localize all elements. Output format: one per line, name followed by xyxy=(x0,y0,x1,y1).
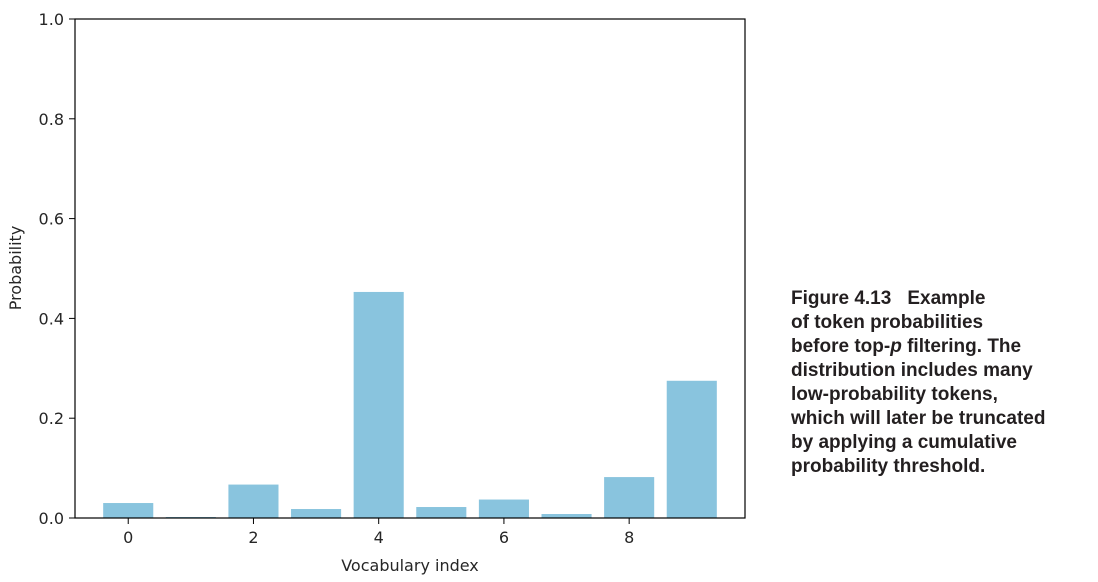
x-axis-label: Vocabulary index xyxy=(341,556,479,575)
bar-8 xyxy=(604,477,655,518)
x-tick-label: 4 xyxy=(374,528,384,547)
y-tick-label: 0.6 xyxy=(39,210,64,229)
figure-number: Figure 4.13 xyxy=(791,288,892,309)
bar-9 xyxy=(666,380,717,518)
caption-line-3: before top-p filtering. The xyxy=(791,335,1096,359)
caption-text: filtering. The xyxy=(901,336,1022,357)
caption-line-2: of token probabilities xyxy=(791,312,984,333)
x-axis: 0 2 4 6 8 xyxy=(123,518,634,547)
x-tick-label: 0 xyxy=(123,528,133,547)
caption-line-6: which will later be truncated xyxy=(791,408,1046,429)
caption-line-7: by applying a cumulative xyxy=(791,432,1017,453)
caption-italic-p: p xyxy=(890,336,902,357)
y-tick-label: 0.0 xyxy=(39,509,64,528)
caption-line-1: Figure 4.13 Example xyxy=(791,287,1096,311)
figure-caption: Figure 4.13 Example of token probabilitie… xyxy=(791,287,1096,479)
y-tick-label: 1.0 xyxy=(39,10,64,29)
caption-text: before top- xyxy=(791,336,891,357)
y-tick-label: 0.8 xyxy=(39,110,64,129)
bar-3 xyxy=(291,509,342,518)
bar-6 xyxy=(478,499,529,518)
bar-0 xyxy=(103,503,154,518)
bar-4 xyxy=(353,291,404,518)
caption-line-5: low-probability tokens, xyxy=(791,384,998,405)
y-axis-label: Probability xyxy=(6,226,25,311)
y-tick-label: 0.2 xyxy=(39,409,64,428)
y-tick-label: 0.4 xyxy=(39,309,64,328)
caption-title: Example xyxy=(907,288,986,309)
y-axis: 0.0 0.2 0.4 0.6 0.8 1.0 xyxy=(39,10,75,528)
bar-2 xyxy=(228,484,279,518)
bars-group xyxy=(103,291,717,518)
x-tick-label: 2 xyxy=(248,528,258,547)
x-tick-label: 6 xyxy=(499,528,509,547)
plot-frame xyxy=(74,18,746,519)
x-tick-label: 8 xyxy=(624,528,634,547)
caption-line-8: probability threshold. xyxy=(791,456,986,477)
bar-7 xyxy=(541,514,592,518)
bar-5 xyxy=(416,507,467,518)
caption-line-4: distribution includes many xyxy=(791,360,1033,381)
